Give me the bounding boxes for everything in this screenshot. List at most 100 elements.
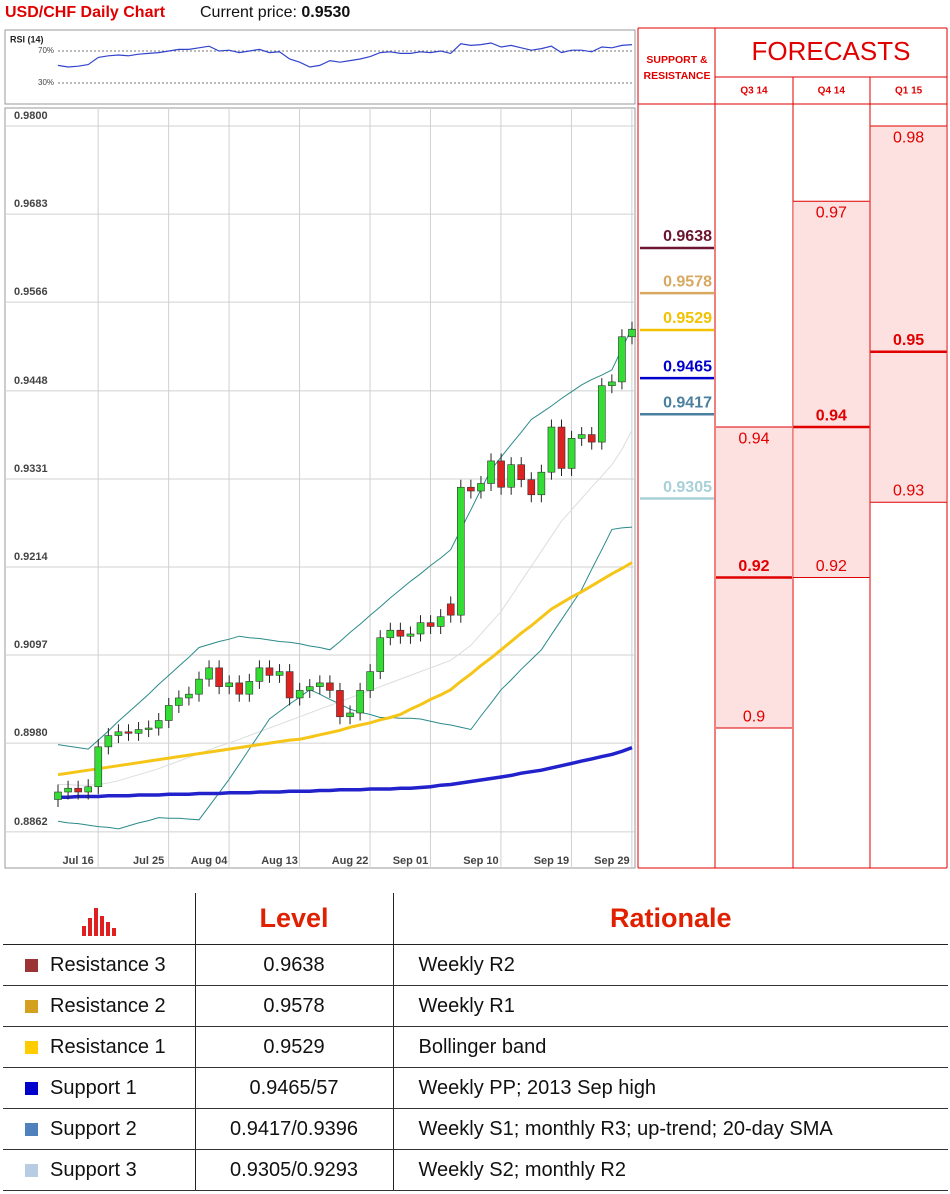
forecast-median-label: 0.95	[893, 332, 924, 349]
candle-body	[94, 746, 103, 788]
row-rationale: Weekly R1	[392, 985, 948, 1027]
x-tick-label: Sep 01	[393, 855, 428, 867]
sr-label: 0.9638	[663, 228, 712, 245]
sr-label: 0.9305	[663, 479, 712, 496]
forecast-median-label: 0.94	[816, 407, 847, 424]
candle-body	[245, 681, 254, 695]
rsi-tick-label: 30%	[38, 78, 54, 87]
forecast-high-label: 0.97	[816, 205, 847, 222]
candle-body	[255, 667, 264, 682]
candle-body	[235, 682, 244, 695]
candle-body	[597, 385, 606, 443]
candle-body	[386, 629, 395, 639]
candle-body	[305, 686, 314, 691]
rsi-tick-label: 70%	[38, 46, 54, 55]
row-swatch	[25, 1081, 38, 1095]
icon-bar	[105, 921, 110, 936]
x-tick-label: Aug 04	[191, 855, 229, 867]
y-tick-label: 0.8862	[14, 816, 48, 828]
x-tick-label: Sep 29	[594, 855, 629, 867]
row-level: 0.9578	[194, 985, 393, 1027]
table-row: Resistance 1 0.9529 Bollinger band	[3, 1026, 948, 1068]
candle-body	[467, 486, 475, 492]
forecast-title: FORECASTS	[752, 36, 911, 66]
overlay-line	[58, 745, 633, 800]
candle-body	[628, 328, 636, 338]
y-tick-label: 0.9800	[14, 110, 48, 122]
forecast-low-label: 0.92	[816, 558, 847, 575]
row-name: Resistance 3	[50, 953, 166, 976]
forecast-high-label: 0.98	[893, 129, 924, 146]
candle-body	[376, 637, 385, 672]
table-row: Resistance 3 0.9638 Weekly R2	[3, 944, 948, 986]
candle-body	[537, 471, 546, 496]
candle-body	[477, 483, 485, 492]
candle-body	[416, 622, 425, 635]
candle-body	[164, 705, 173, 721]
candle-body	[285, 671, 294, 699]
row-rationale: Weekly R2	[392, 944, 948, 986]
forecast-low-label: 0.93	[893, 483, 924, 500]
row-name-cell: Support 2	[3, 1108, 195, 1150]
x-tick-label: Aug 13	[261, 855, 298, 867]
candle-body	[436, 616, 445, 627]
candle-body	[295, 690, 304, 699]
row-swatch	[25, 999, 38, 1013]
row-level: 0.9529	[194, 1026, 393, 1068]
x-tick-label: Jul 25	[133, 855, 164, 867]
y-tick-label: 0.9097	[14, 639, 48, 651]
candle-body	[487, 460, 495, 484]
forecast-high-label: 0.94	[738, 430, 769, 447]
table-row: Support 3 0.9305/0.9293 Weekly S2; monthly…	[3, 1149, 948, 1191]
icon-bars	[81, 907, 116, 936]
row-level: 0.9417/0.9396	[194, 1108, 393, 1150]
forecast-low-label: 0.9	[743, 708, 765, 725]
candle-body	[275, 671, 284, 676]
x-tick-label: Jul 16	[63, 855, 94, 867]
row-name-cell: Resistance 3	[3, 944, 195, 986]
candle-body	[577, 434, 586, 439]
icon-bar	[111, 927, 116, 936]
price-value: 0.9530	[301, 4, 350, 21]
table-row: Resistance 2 0.9578 Weekly R1	[3, 985, 948, 1027]
candle-body	[618, 336, 626, 383]
candle-body	[134, 729, 143, 734]
candle-body	[124, 731, 133, 734]
candle-body	[195, 678, 203, 695]
y-tick-label: 0.9331	[14, 463, 48, 475]
row-swatch	[25, 1040, 38, 1054]
period-label: Q1 15	[895, 86, 923, 97]
candle-body	[346, 712, 354, 718]
forecast-range	[870, 126, 947, 503]
y-tick-label: 0.9566	[14, 286, 48, 298]
period-label: Q3 14	[740, 86, 768, 97]
candle-body	[215, 667, 223, 687]
candle-body	[547, 426, 556, 473]
header-level: Level	[194, 893, 393, 945]
sr-label: 0.9578	[663, 273, 712, 290]
row-name: Support 1	[50, 1076, 137, 1099]
row-swatch	[25, 1122, 38, 1136]
candle-body	[64, 787, 72, 793]
row-level: 0.9638	[194, 944, 393, 986]
icon-bar	[93, 907, 98, 936]
row-name-cell: Support 1	[3, 1067, 195, 1109]
table-row: Support 1 0.9465/57 Weekly PP; 2013 Sep hi…	[3, 1067, 948, 1109]
rsi-line	[57, 42, 633, 68]
icon-bar	[87, 917, 92, 936]
row-swatch	[25, 1163, 38, 1177]
overlay-line	[57, 327, 633, 750]
candle-body	[225, 682, 233, 687]
candle-body	[265, 667, 274, 676]
forecast-range	[793, 201, 870, 578]
candle-body	[74, 787, 82, 793]
x-tick-label: Aug 22	[332, 855, 369, 867]
x-tick-label: Sep 10	[463, 855, 498, 867]
y-tick-label: 0.9683	[14, 198, 48, 210]
row-rationale: Bollinger band	[392, 1026, 948, 1068]
candle-body	[517, 464, 526, 481]
row-rationale: Weekly S2; monthly R2	[392, 1149, 948, 1191]
icon-cell	[3, 893, 195, 945]
